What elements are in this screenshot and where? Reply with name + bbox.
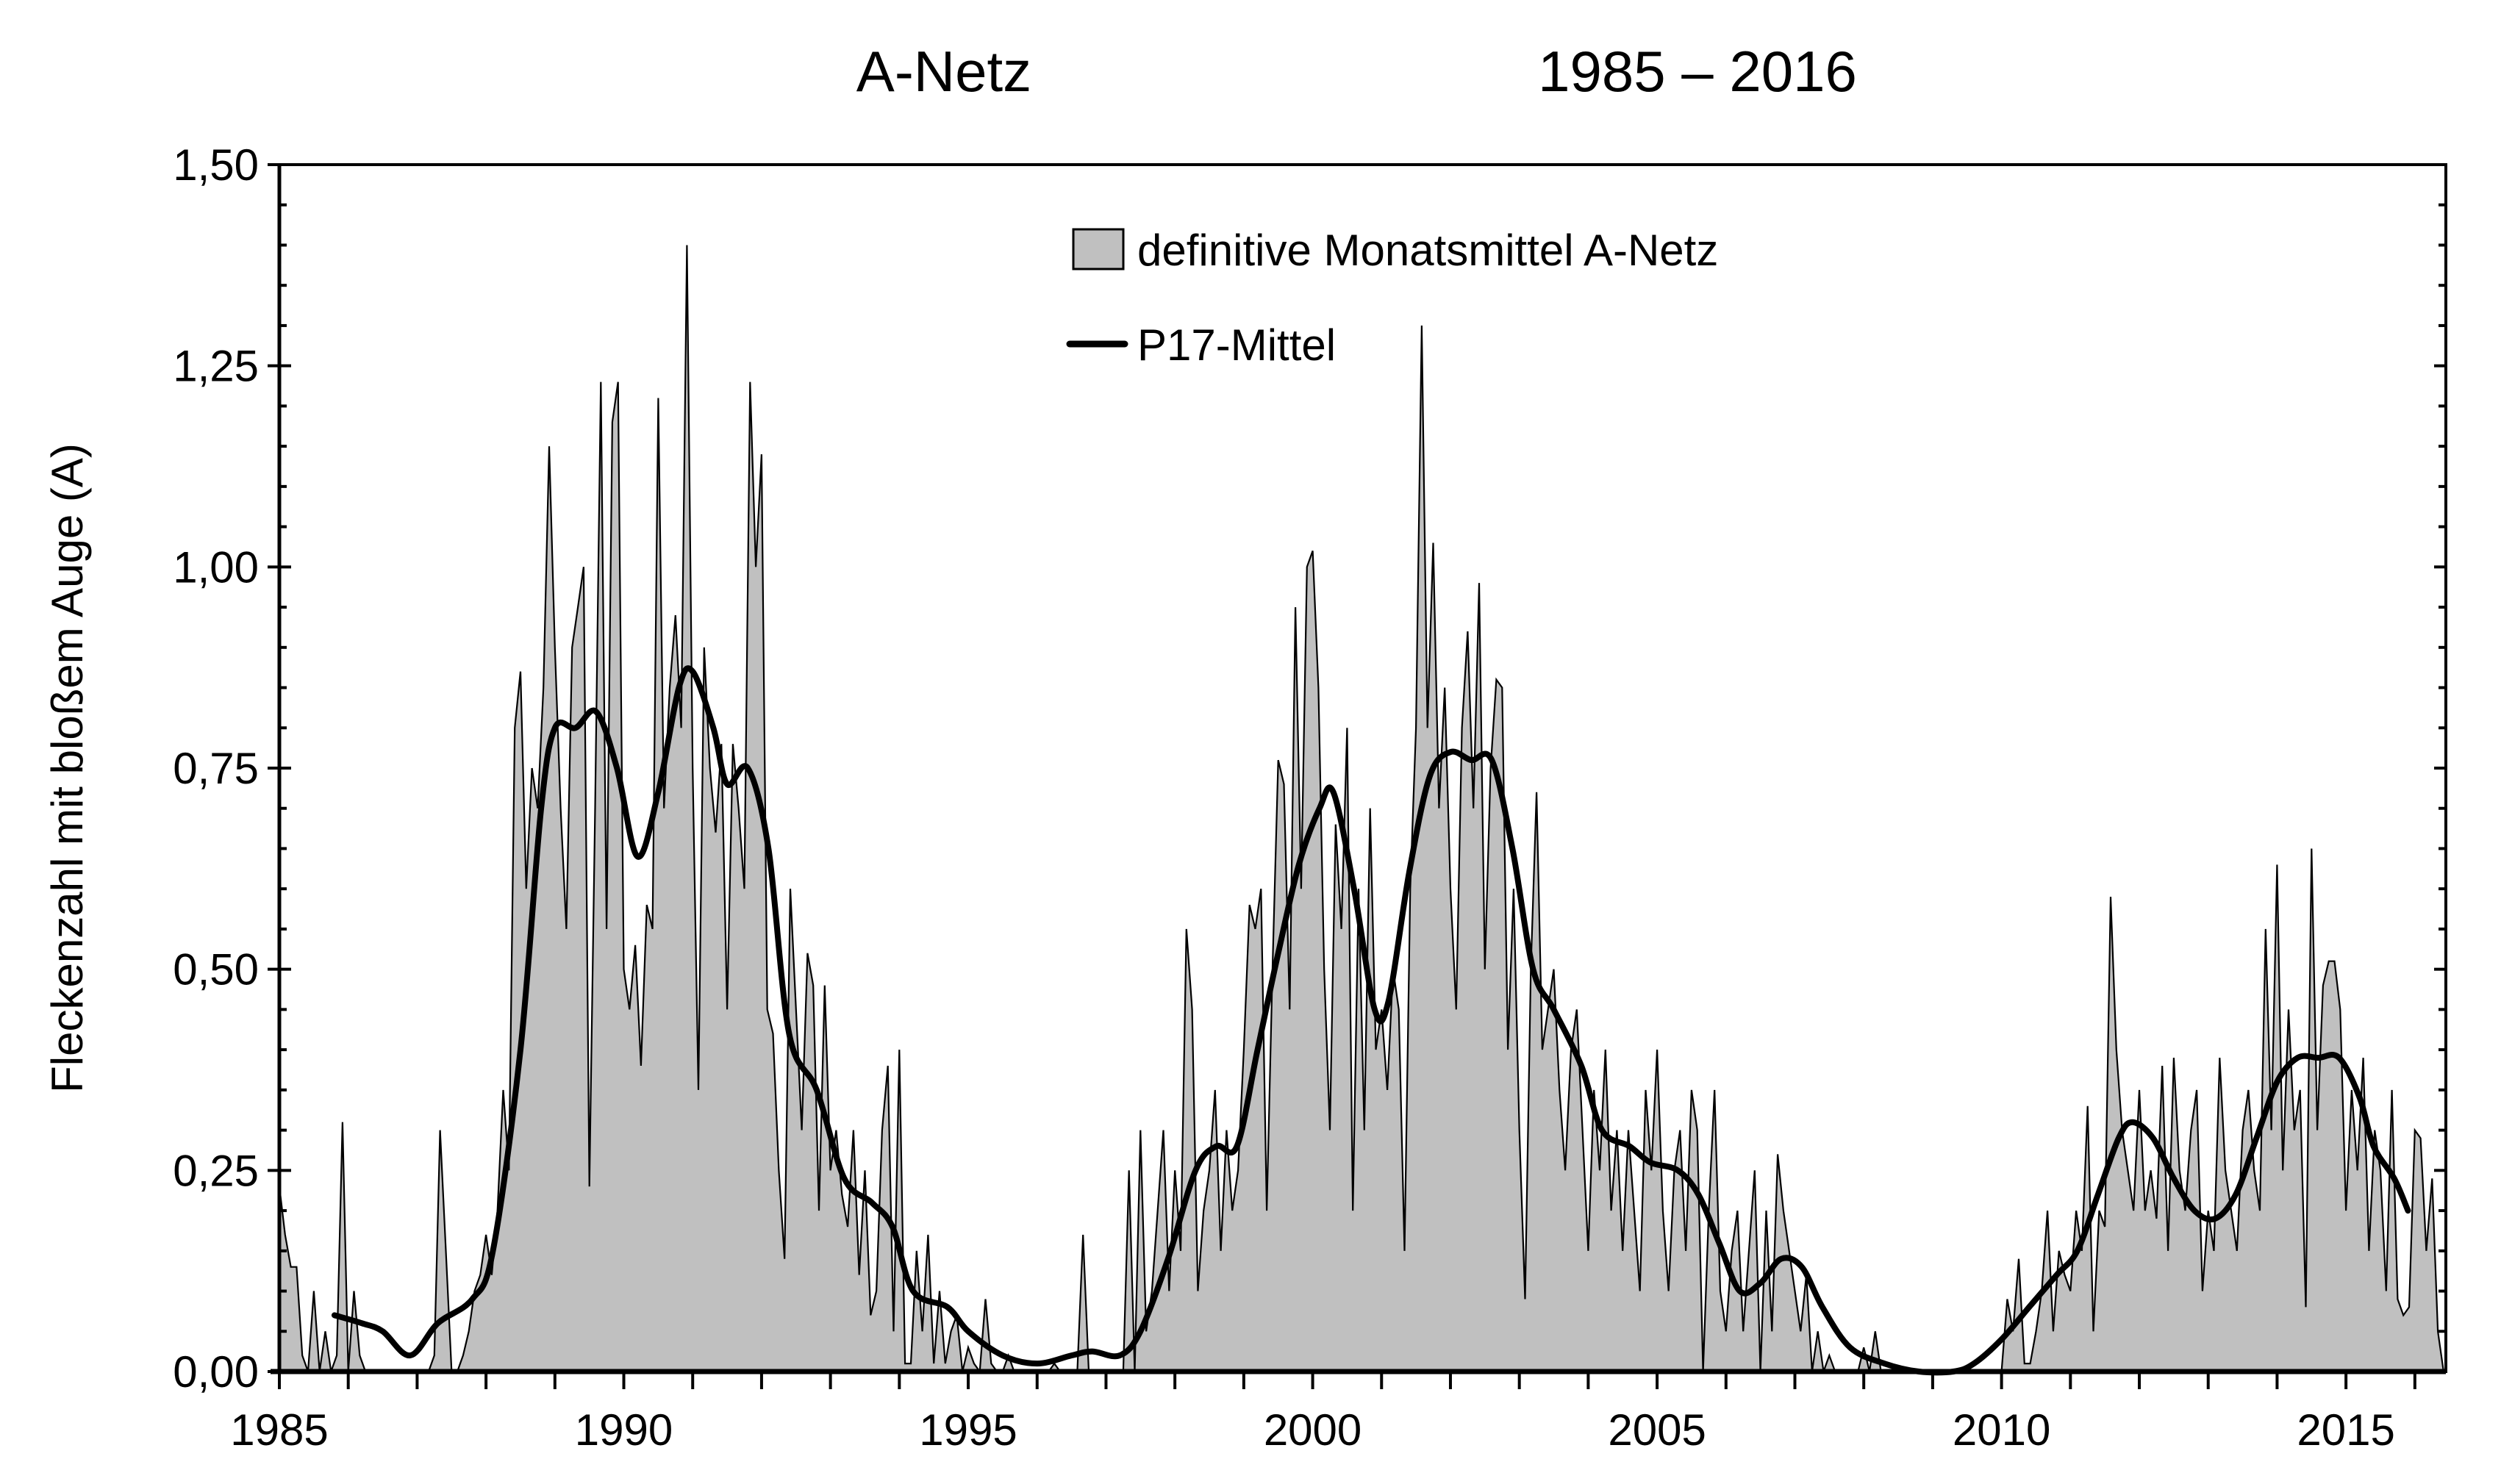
plot-area	[278, 245, 2445, 1376]
legend: definitive Monatsmittel A-Netz P17-Mitte…	[1066, 226, 1718, 370]
chart-title-right: 1985 – 2016	[1538, 39, 1857, 104]
y-tick-label: 0,25	[173, 1146, 259, 1195]
legend-label-p17: P17-Mittel	[1137, 320, 1336, 370]
monthly-mean-area	[278, 245, 2445, 1374]
p17-mean-line	[331, 665, 2411, 1376]
chart-title-left: A-Netz	[856, 39, 1031, 104]
y-tick-label: 1,50	[173, 140, 259, 190]
y-tick-label: 1,00	[173, 542, 259, 592]
x-tick-label: 2000	[1264, 1405, 1362, 1455]
x-tick-label: 1985	[230, 1405, 328, 1455]
legend-label-monthly: definitive Monatsmittel A-Netz	[1137, 226, 1718, 275]
y-axis-label: Fleckenzahl mit bloßem Auge (A)	[43, 443, 92, 1093]
axes: 0,00 0,25 0,50 0,75 1,00 1,25 1,50 1985 1990 1995…	[173, 140, 2447, 1455]
x-tick-label: 2005	[1608, 1405, 1706, 1455]
x-tick-label: 1995	[919, 1405, 1017, 1455]
y-tick-label: 0,50	[173, 945, 259, 994]
y-tick-label: 0,00	[173, 1347, 259, 1397]
legend-swatch-monthly	[1072, 228, 1125, 270]
x-tick-label: 1990	[575, 1405, 673, 1455]
y-tick-label: 1,25	[173, 342, 259, 391]
y-tick-label: 0,75	[173, 744, 259, 793]
x-tick-label: 2010	[1953, 1405, 2050, 1455]
x-tick-label: 2015	[2297, 1405, 2394, 1455]
